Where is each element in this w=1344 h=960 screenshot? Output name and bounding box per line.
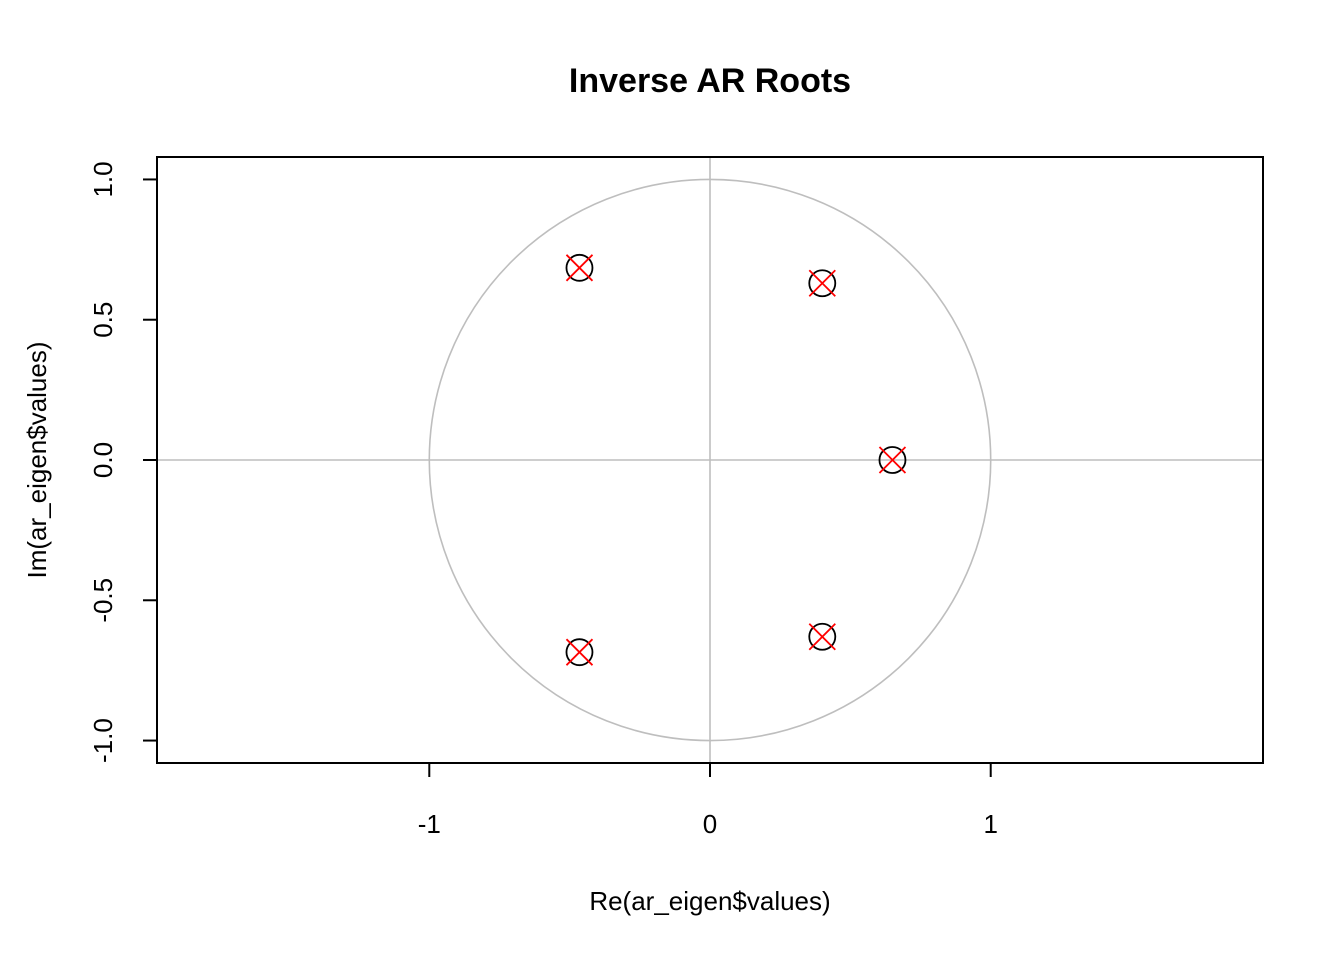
y-tick-label: 0.0	[88, 442, 118, 478]
root-point-circle	[808, 269, 837, 298]
root-point-cross	[565, 254, 594, 282]
y-tick-label: -0.5	[88, 578, 118, 623]
y-tick-label: -1.0	[88, 718, 118, 763]
root-point-cross	[565, 638, 594, 666]
reference-layer	[157, 157, 1263, 763]
root-point-circle	[878, 446, 907, 474]
root-point-circle	[565, 638, 594, 667]
root-point-cross	[808, 623, 836, 651]
y-axis-label: Im(ar_eigen$values)	[22, 341, 52, 578]
root-point	[565, 638, 594, 667]
x-axis: -1 0 1	[418, 762, 998, 839]
chart-title: Inverse AR Roots	[569, 62, 851, 100]
y-axis: -1.0 -0.5 0.0 0.5 1.0	[88, 161, 158, 763]
root-point-cross	[808, 269, 836, 297]
y-tick-label: 1.0	[88, 161, 118, 197]
x-axis-label: Re(ar_eigen$values)	[589, 886, 830, 916]
points-layer	[565, 253, 907, 667]
root-point-circle	[808, 622, 837, 651]
x-tick-label: 0	[703, 809, 717, 839]
y-tick-label: 0.5	[88, 302, 118, 338]
root-point	[808, 622, 837, 651]
root-point-circle	[565, 253, 594, 282]
x-tick-label: -1	[418, 809, 441, 839]
x-tick-label: 1	[983, 809, 997, 839]
root-point	[565, 253, 594, 282]
root-point	[878, 446, 907, 474]
root-point	[808, 269, 837, 298]
root-point-cross	[878, 446, 907, 474]
